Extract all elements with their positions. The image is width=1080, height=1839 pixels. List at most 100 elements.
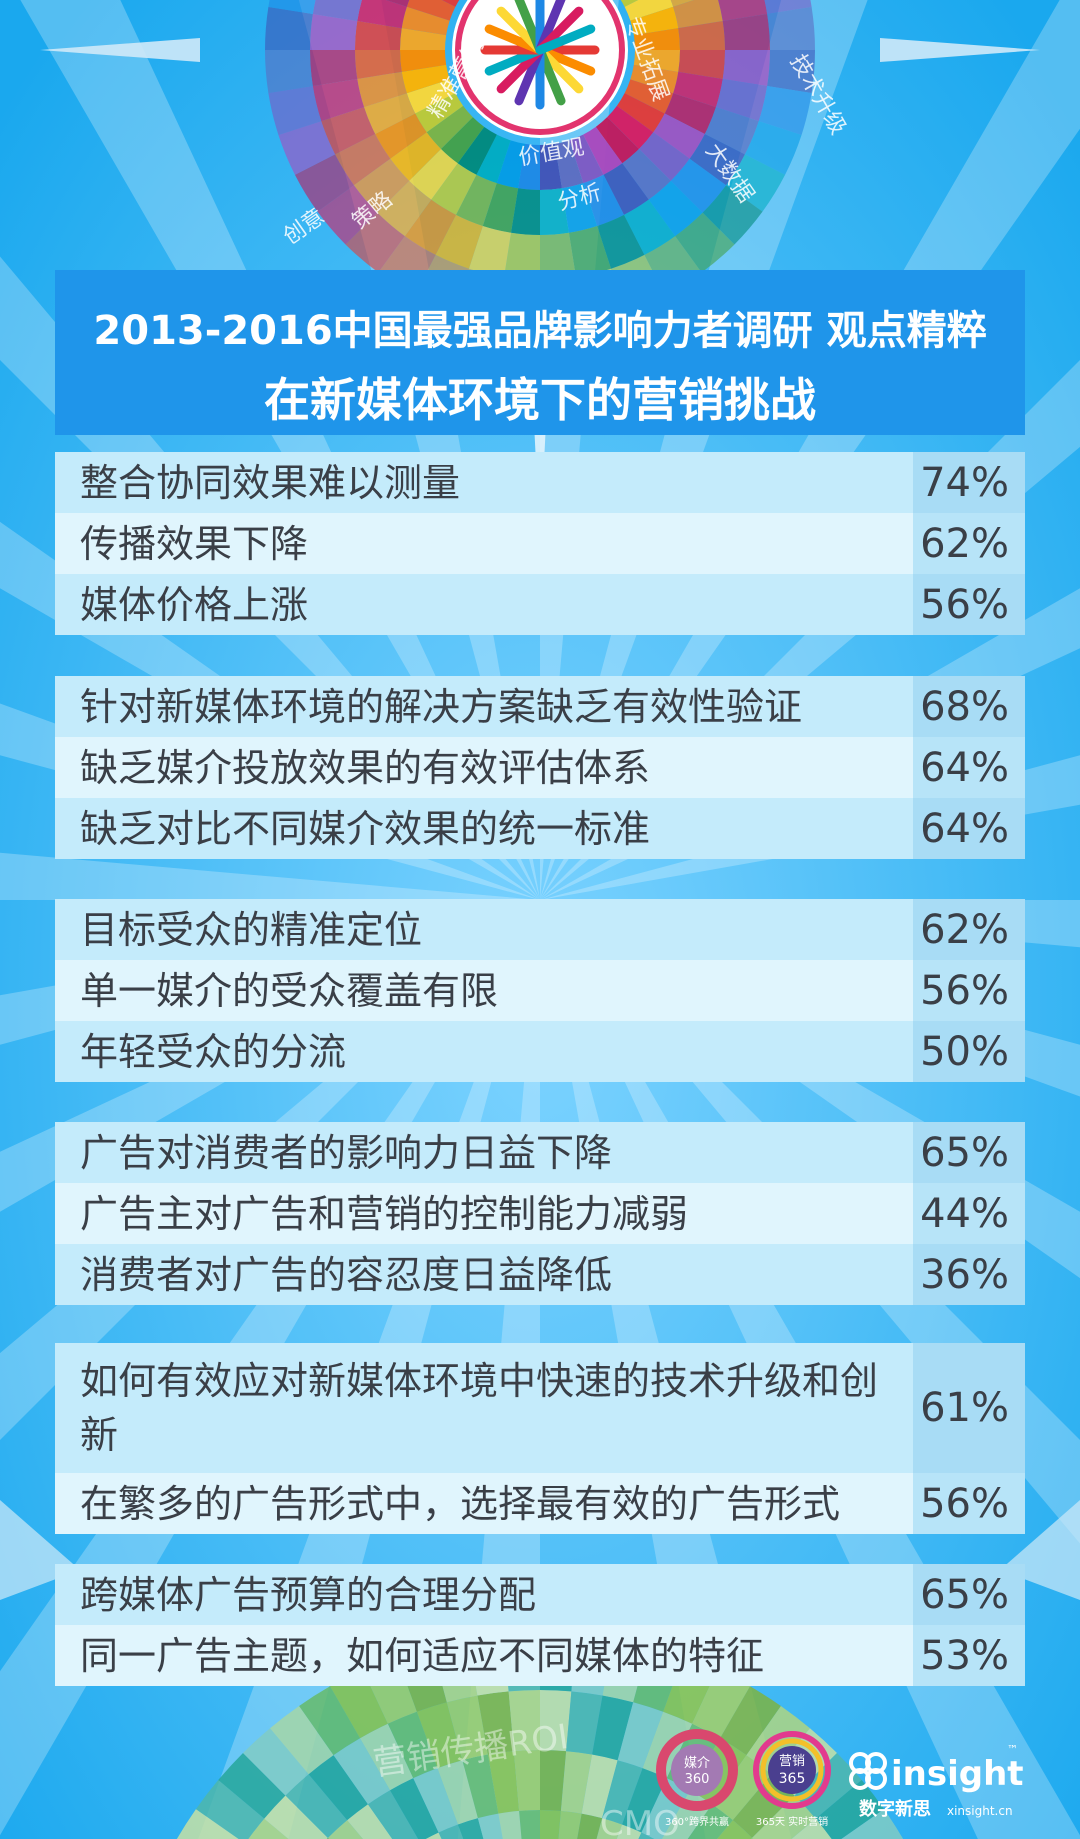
- table-row: 广告对消费者的影响力日益下降 65%: [55, 1122, 1025, 1183]
- table-row: 消费者对广告的容忍度日益降低 36%: [55, 1244, 1025, 1305]
- svg-text:™: ™: [1007, 1743, 1018, 1756]
- wheel-sector: [367, 1790, 419, 1839]
- row-label: 缺乏媒介投放效果的有效评估体系: [55, 737, 913, 798]
- row-label: 单一媒介的受众覆盖有限: [55, 960, 913, 1021]
- row-value: 74%: [913, 452, 1025, 513]
- wheel-sector: [457, 126, 497, 175]
- wheel-sector: [482, 183, 519, 233]
- wheel-sector: [496, 140, 526, 189]
- wheel-sector: [243, 1728, 309, 1796]
- compass-spike-right: [880, 38, 1040, 62]
- wheel-sector: [413, 1768, 458, 1833]
- wheel-sector: [268, 85, 322, 135]
- wheel-sector: [622, 1768, 667, 1833]
- wheel-sector: [360, 1723, 414, 1791]
- svg-text:媒介: 媒介: [684, 1756, 710, 1771]
- light-ray: [540, 0, 1080, 900]
- wheel-sector: [265, 50, 313, 94]
- wheel-sector: [335, 133, 391, 186]
- wheel-sector: [390, 132, 442, 181]
- wheel-sector: [633, 28, 680, 50]
- wheel-sector: [401, 6, 450, 36]
- wheel-sector: [767, 50, 815, 94]
- wheel-sector: [540, 143, 562, 190]
- wheel-sector: [687, 1804, 733, 1839]
- wheel-sector: [375, 113, 427, 159]
- wheel-sector: [717, 1820, 753, 1839]
- wheel-sector: [583, 126, 623, 175]
- wheel-sector: [558, 1810, 582, 1839]
- row-value: 56%: [913, 574, 1025, 635]
- table-row: 传播效果下降 62%: [55, 513, 1025, 574]
- table-group: 针对新媒体环境的解决方案缺乏有效性验证 68% 缺乏媒介投放效果的有效评估体系 64%…: [55, 676, 1025, 859]
- row-value: 44%: [913, 1183, 1025, 1244]
- light-ray: [20, 0, 540, 900]
- wheel-sector: [462, 1754, 499, 1819]
- clover-icon: [849, 1752, 887, 1790]
- wheel-sector: [616, 93, 665, 133]
- wheel-sector: [312, 78, 365, 122]
- wheel-sector: [477, 1691, 514, 1755]
- wheel-sector: [487, 1751, 520, 1814]
- row-value: 56%: [913, 1473, 1025, 1534]
- wheel-sector: [268, 0, 316, 15]
- wheel-sector: [569, 134, 604, 184]
- wheel-sector: [435, 214, 483, 269]
- wheel-sector: [353, 158, 410, 213]
- emblem-ray: [535, 24, 596, 55]
- wheel-sector: [617, 1702, 664, 1769]
- wheel-sector: [718, 0, 768, 22]
- wheel-sector: [441, 117, 485, 164]
- wheel-sector: [670, 0, 694, 7]
- wheel-sector: [554, 140, 584, 189]
- wheel-sector: [566, 1691, 603, 1755]
- wheel-sector: [400, 50, 447, 72]
- title-line-1: 2013-2016中国最强品牌影响力者调研 观点精粹: [93, 308, 987, 354]
- table-row: 整合协同效果难以测量 74%: [55, 452, 1025, 513]
- table-row: 单一媒介的受众覆盖有限 56%: [55, 960, 1025, 1021]
- wheel-sector: [248, 1818, 289, 1839]
- table-row: 同一广告主题，如何适应不同媒体的特征 53%: [55, 1625, 1025, 1686]
- wheel-sector: [357, 0, 407, 29]
- wheel-sector: [577, 1813, 603, 1839]
- wheel-sector: [722, 50, 770, 86]
- row-label: 如何有效应对新媒体环境中快速的技术升级和创新: [55, 1343, 913, 1473]
- wheel-sector: [457, 1818, 484, 1839]
- wheel-sector: [689, 133, 745, 186]
- row-value: 53%: [913, 1625, 1025, 1686]
- table-row: 媒体价格上涨 56%: [55, 574, 1025, 635]
- wheel-sector: [264, 1795, 328, 1839]
- table-group: 广告对消费者的影响力日益下降 65% 广告主对广告和营销的控制能力减弱 44% 消费者对…: [55, 1122, 1025, 1305]
- wheel-sector: [504, 232, 540, 280]
- row-value: 64%: [913, 737, 1025, 798]
- row-label: 整合协同效果难以测量: [55, 452, 913, 513]
- wheel-sector: [692, 1669, 750, 1739]
- wheel-sector: [561, 183, 598, 233]
- row-label: 消费者对广告的容忍度日益降低: [55, 1244, 913, 1305]
- wheel-sector: [583, 174, 624, 226]
- wheel-sector: [726, 154, 786, 212]
- wheel-sector: [715, 78, 768, 122]
- wheel-sector: [607, 105, 654, 149]
- wheel-sector: [357, 71, 407, 108]
- wheel-sector: [438, 1824, 464, 1839]
- wheel-sector: [321, 107, 376, 155]
- row-value: 65%: [913, 1564, 1025, 1625]
- title-line-2: 在新媒体环境下的营销挑战: [264, 373, 816, 427]
- media-360-logo: 媒介 360 360°跨界共赢: [656, 1729, 738, 1828]
- svg-text:365天 实时营销: 365天 实时营销: [756, 1815, 828, 1828]
- svg-text:365: 365: [779, 1771, 806, 1787]
- wheel-sector: [431, 163, 477, 215]
- row-value: 61%: [913, 1343, 1025, 1473]
- svg-text:CMO: CMO: [600, 1804, 680, 1839]
- wheel-sector: [333, 1738, 390, 1805]
- wheel-sector: [312, 0, 362, 22]
- wheel-sector: [406, 0, 456, 21]
- logo-strip: 媒介 360 360°跨界共赢 营销 365 365天 实时营销 insight…: [656, 1729, 1024, 1828]
- wheel-sector: [415, 93, 464, 133]
- table-row: 跨媒体广告预算的合理分配 65%: [55, 1564, 1025, 1625]
- wheel-sector: [653, 113, 705, 159]
- wheel-sector: [603, 163, 649, 215]
- wheel-sector: [620, 0, 639, 7]
- row-label: 媒体价格上涨: [55, 574, 913, 635]
